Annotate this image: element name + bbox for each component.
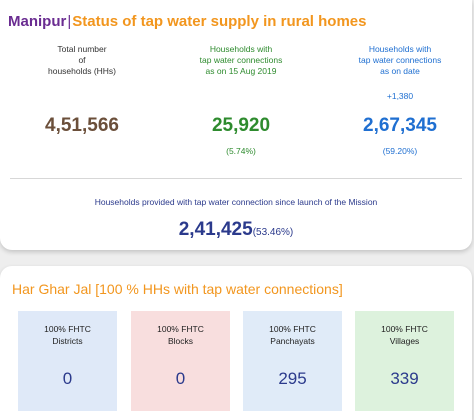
- har-ghar-jal-card: Har Ghar Jal [100 % HHs with tap water c…: [0, 266, 472, 420]
- stat-total-households: Total number of households (HHs) 4,51,56…: [12, 44, 152, 164]
- stat-label: Households with tap water connections as…: [199, 44, 283, 76]
- stat-value: 25,920: [211, 115, 271, 136]
- tile-districts: 100% FHTC Districts 0: [18, 311, 117, 411]
- mission-percent: (53.46%): [252, 227, 294, 238]
- tile-value: 339: [390, 369, 419, 388]
- stat-label: Total number of households (HHs): [47, 44, 117, 76]
- mission-count: 2,41,425: [178, 219, 253, 240]
- section-title: Har Ghar Jal [100 % HHs with tap water c…: [12, 281, 343, 297]
- tile-value: 0: [62, 369, 73, 388]
- tile-blocks: 100% FHTC Blocks 0: [131, 311, 230, 411]
- stat-value: 2,67,345: [363, 115, 437, 136]
- tile-villages: 100% FHTC Villages 339: [355, 311, 454, 411]
- stat-label: Households with tap water connections as…: [358, 44, 442, 76]
- stat-percent: (59.20%): [382, 146, 418, 156]
- page-title: Manipur|Status of tap water supply in ru…: [8, 13, 366, 30]
- title-separator: |: [67, 13, 72, 30]
- stat-value: 4,51,566: [45, 115, 119, 136]
- tile-label: 100% FHTC Blocks: [157, 324, 204, 346]
- tile-value: 0: [175, 369, 186, 388]
- stat-delta: +1,380: [386, 91, 414, 101]
- status-card: Manipur|Status of tap water supply in ru…: [0, 0, 472, 250]
- stat-households-as-on-date: Households with tap water connections as…: [325, 44, 474, 164]
- mission-value: 2,41,425(53.46%): [0, 219, 472, 241]
- tile-label: 100% FHTC Districts: [44, 324, 91, 346]
- page-subtitle: Status of tap water supply in rural home…: [72, 13, 367, 30]
- tile-panchayats: 100% FHTC Panchayats 295: [243, 311, 342, 411]
- tile-value: 295: [278, 369, 307, 388]
- stat-households-2019: Households with tap water connections as…: [166, 44, 316, 164]
- state-name: Manipur: [8, 13, 67, 30]
- mission-label: Households provided with tap water conne…: [94, 197, 378, 207]
- tile-label: 100% FHTC Panchayats: [269, 324, 316, 346]
- stat-percent: (5.74%): [226, 146, 256, 156]
- divider: [10, 178, 462, 179]
- tile-label: 100% FHTC Villages: [381, 324, 428, 346]
